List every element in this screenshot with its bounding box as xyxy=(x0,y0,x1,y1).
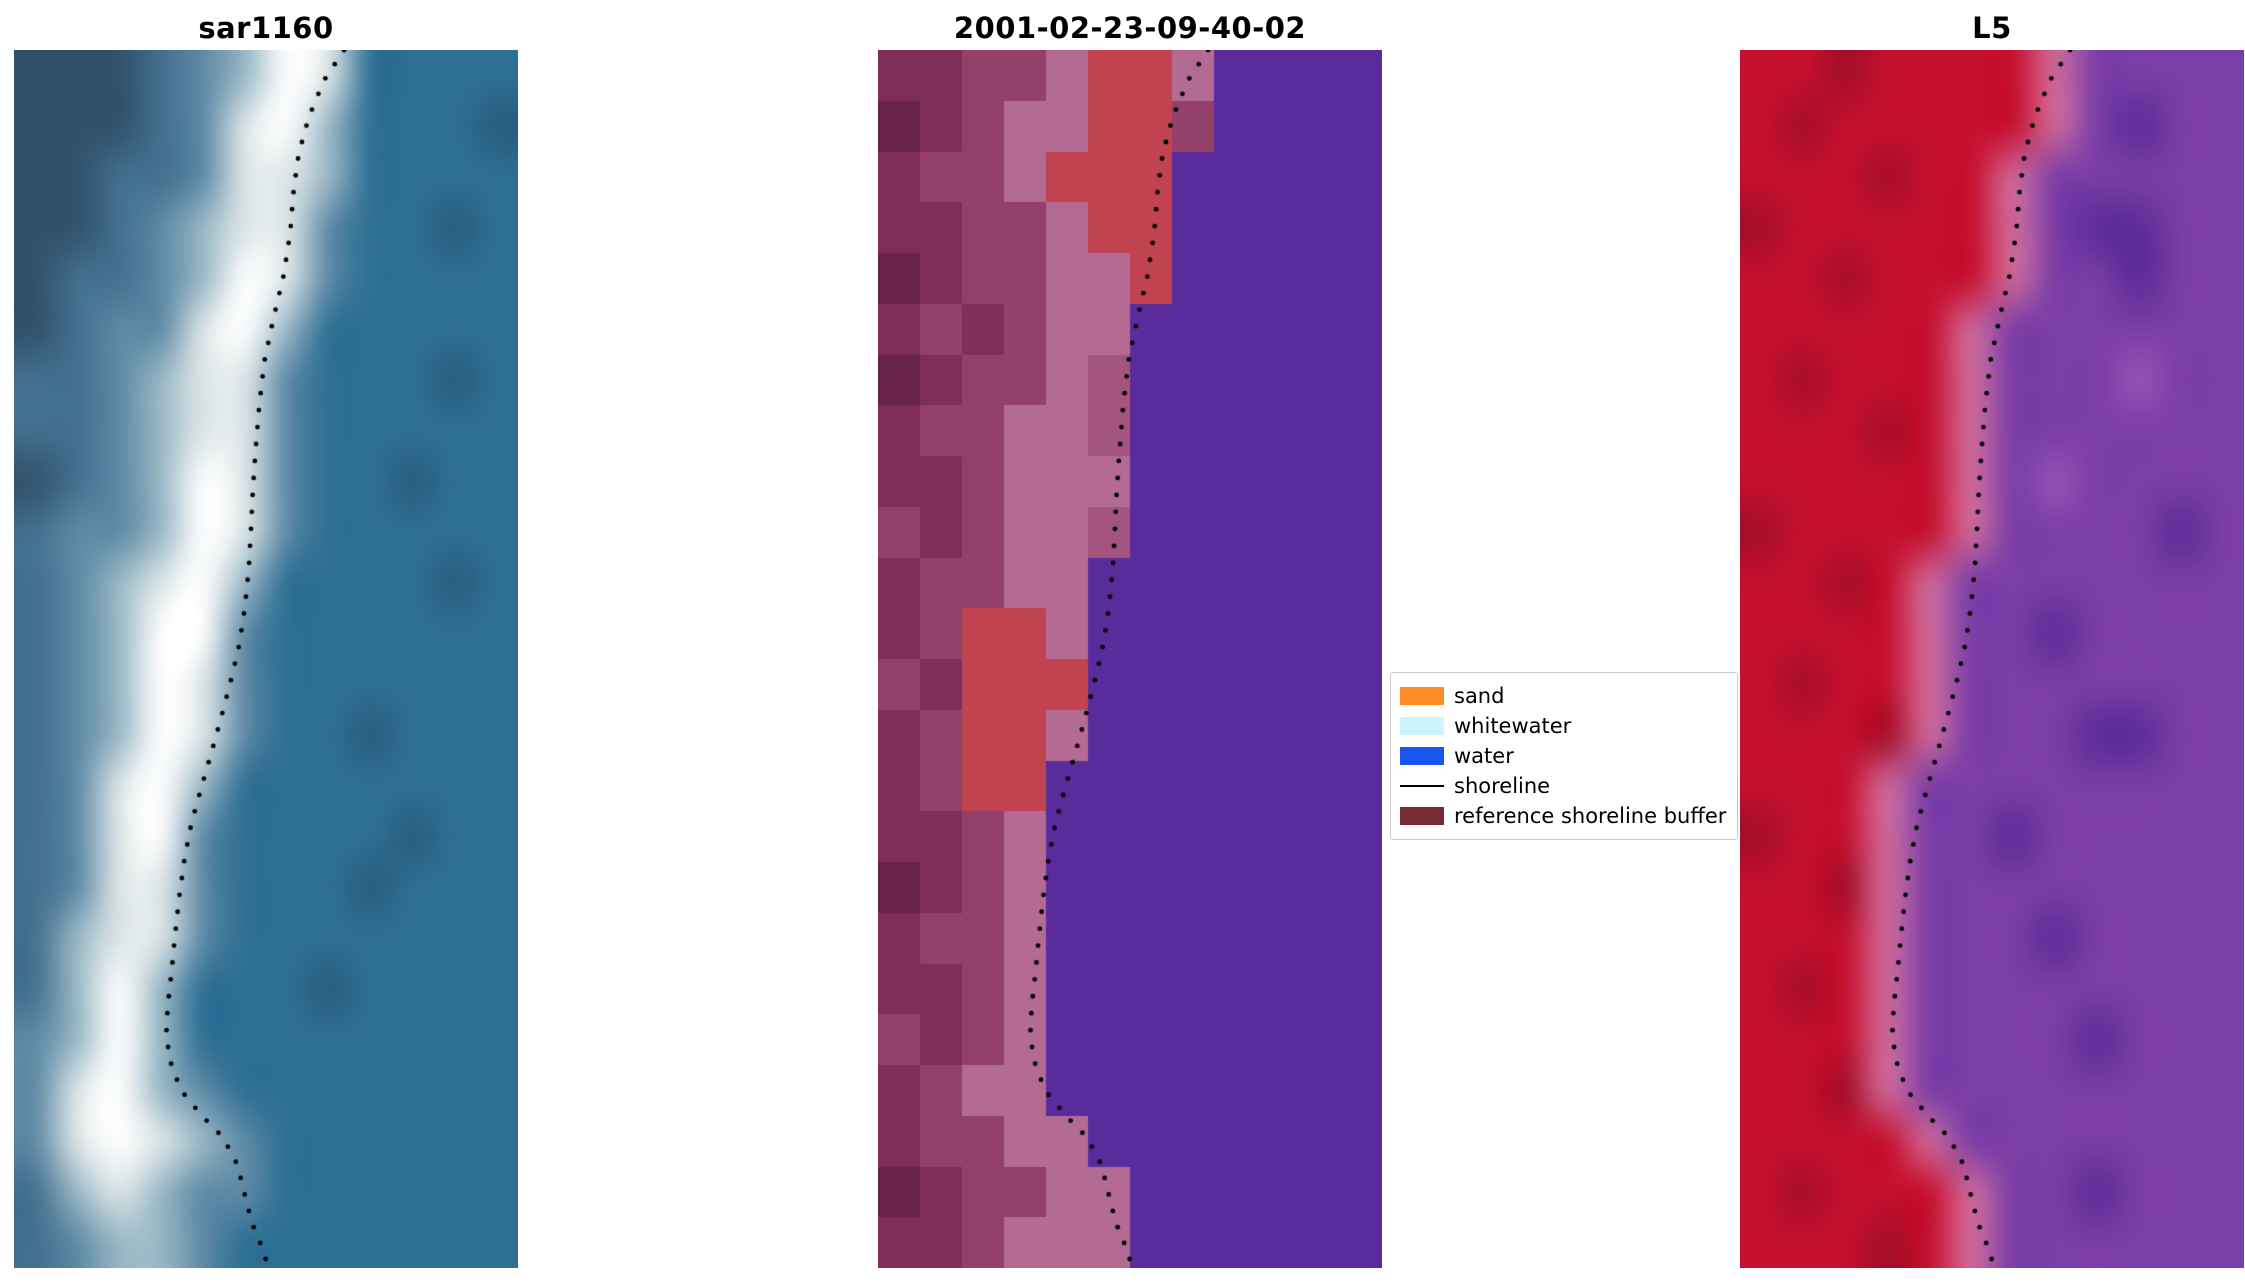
legend-item-sand: sand xyxy=(1400,681,1728,711)
legend-item-reference-shoreline-buffer: reference shoreline buffer xyxy=(1400,801,1728,831)
whitewater-color-swatch xyxy=(1400,717,1444,735)
legend-label: reference shoreline buffer xyxy=(1454,803,1727,828)
legend-label: water xyxy=(1454,743,1514,768)
panel-title-classification: 2001-02-23-09-40-02 xyxy=(953,11,1307,45)
panel-title-sar1160: sar1160 xyxy=(198,11,334,45)
classification-image xyxy=(878,50,1382,1268)
legend: sand whitewater water shoreline reference sh… xyxy=(1390,672,1738,840)
legend-label: whitewater xyxy=(1454,713,1572,738)
legend-item-shoreline: shoreline xyxy=(1400,771,1728,801)
panel-title-l5: L5 xyxy=(1972,11,2012,45)
legend-item-whitewater: whitewater xyxy=(1400,711,1728,741)
shoreline-line-swatch xyxy=(1400,777,1444,795)
water-color-swatch xyxy=(1400,747,1444,765)
legend-label: sand xyxy=(1454,683,1505,708)
reference-shoreline-buffer-color-swatch xyxy=(1400,807,1444,825)
l5-image xyxy=(1740,50,2244,1268)
sar1160-image xyxy=(14,50,518,1268)
legend-label: shoreline xyxy=(1454,773,1551,798)
legend-item-water: water xyxy=(1400,741,1728,771)
panel-classification: 2001-02-23-09-40-02 xyxy=(878,6,1382,1268)
sand-color-swatch xyxy=(1400,687,1444,705)
panel-l5: L5 xyxy=(1740,6,2244,1268)
panel-sar1160: sar1160 xyxy=(14,6,518,1268)
